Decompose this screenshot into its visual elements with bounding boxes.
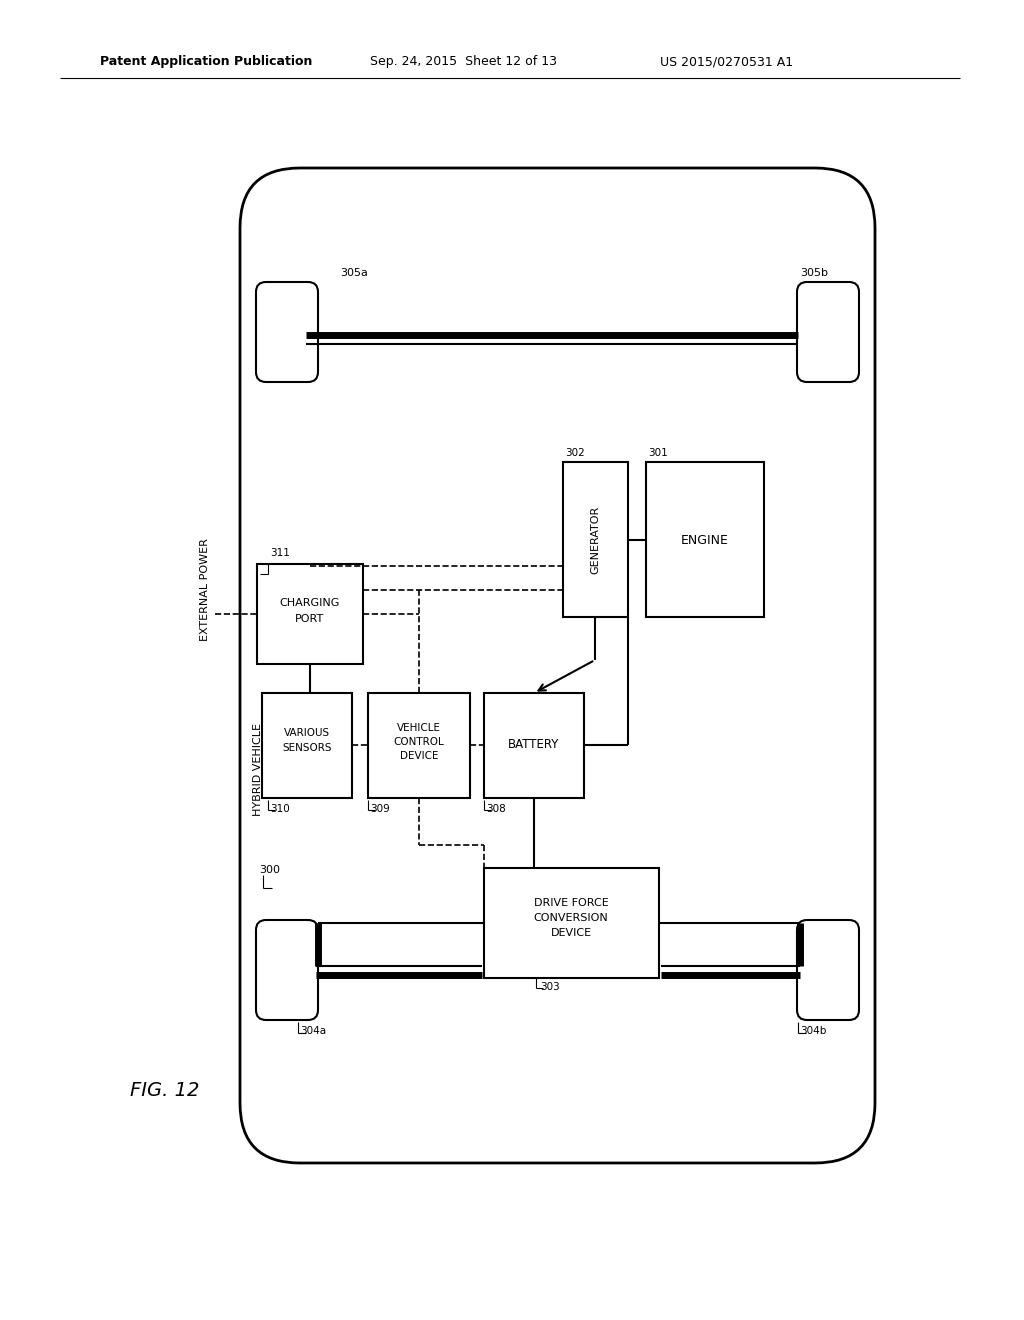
Bar [646, 462, 764, 616]
Text: 311: 311 [270, 548, 290, 558]
Bar [262, 693, 352, 799]
Text: Sep. 24, 2015  Sheet 12 of 13: Sep. 24, 2015 Sheet 12 of 13 [370, 55, 557, 69]
Text: VARIOUS: VARIOUS [284, 729, 330, 738]
Bar [563, 462, 628, 616]
Text: 308: 308 [486, 804, 506, 814]
Text: 310: 310 [270, 804, 290, 814]
Text: 304a: 304a [300, 1026, 326, 1036]
FancyBboxPatch shape [797, 920, 859, 1020]
FancyBboxPatch shape [256, 282, 318, 381]
Text: CONTROL: CONTROL [393, 737, 444, 747]
Text: ENGINE: ENGINE [681, 533, 729, 546]
Text: VEHICLE: VEHICLE [397, 723, 441, 733]
Text: 305b: 305b [800, 268, 828, 279]
Bar [484, 869, 659, 978]
Text: DEVICE: DEVICE [399, 751, 438, 762]
Text: 303: 303 [540, 982, 560, 993]
FancyBboxPatch shape [256, 920, 318, 1020]
Text: 300: 300 [259, 865, 281, 875]
Text: EXTERNAL POWER: EXTERNAL POWER [200, 539, 210, 642]
Text: CONVERSION: CONVERSION [534, 913, 608, 923]
Text: 302: 302 [565, 447, 585, 458]
Text: BATTERY: BATTERY [508, 738, 560, 751]
Text: Patent Application Publication: Patent Application Publication [100, 55, 312, 69]
Text: US 2015/0270531 A1: US 2015/0270531 A1 [660, 55, 794, 69]
Text: 304b: 304b [800, 1026, 826, 1036]
Text: 305a: 305a [340, 268, 368, 279]
Text: HYBRID VEHICLE: HYBRID VEHICLE [253, 723, 263, 817]
FancyBboxPatch shape [240, 168, 874, 1163]
Text: DEVICE: DEVICE [551, 928, 592, 939]
Text: 301: 301 [648, 447, 668, 458]
Text: GENERATOR: GENERATOR [590, 506, 600, 574]
Bar [257, 564, 362, 664]
FancyBboxPatch shape [797, 282, 859, 381]
Text: SENSORS: SENSORS [283, 743, 332, 752]
Bar [484, 693, 584, 799]
Text: PORT: PORT [295, 614, 325, 624]
Text: CHARGING: CHARGING [280, 598, 340, 609]
Text: DRIVE FORCE: DRIVE FORCE [534, 898, 608, 908]
Text: FIG. 12: FIG. 12 [130, 1081, 200, 1100]
Bar [368, 693, 470, 799]
Text: 309: 309 [370, 804, 390, 814]
